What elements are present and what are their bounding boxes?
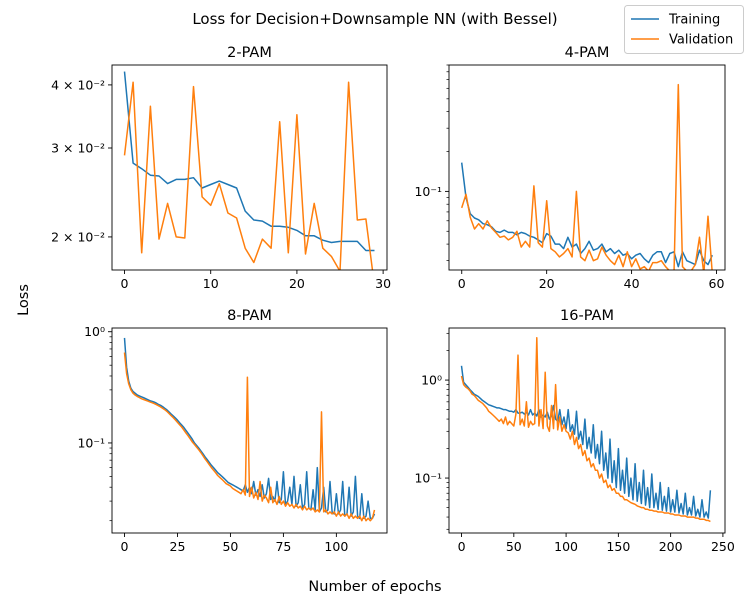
x-tick-label: 40 [624, 276, 640, 291]
x-tick-label: 20 [289, 276, 305, 291]
series-line-validation [123, 352, 376, 522]
axes-frame [448, 64, 726, 271]
series-line-validation [460, 337, 711, 523]
x-tick-label: 50 [506, 539, 522, 554]
x-tick-label: 0 [121, 276, 129, 291]
figure-title: Loss for Decision+Downsample NN (with Be… [192, 10, 557, 28]
y-axis-label: Loss [16, 284, 32, 316]
subplot-title: 8-PAM [227, 308, 272, 324]
subplot-2: 4-PAM 10⁻¹ 0 20 40 60 [414, 45, 726, 291]
x-tick-label: 0 [458, 276, 466, 291]
x-tick-label: 100 [324, 539, 348, 554]
axes-frame [111, 64, 388, 271]
series-line-training [460, 162, 713, 268]
x-tick-label: 20 [539, 276, 555, 291]
subplot-title: 2-PAM [227, 45, 272, 61]
x-tick-label: 60 [709, 276, 725, 291]
x-tick-label: 100 [554, 539, 578, 554]
legend-frame [624, 5, 744, 54]
x-tick-label: 200 [659, 539, 683, 554]
x-tick-label: 75 [275, 539, 291, 554]
subplot-title: 4-PAM [565, 45, 610, 61]
y-tick-label: 10⁰ [84, 324, 105, 339]
y-tick-label: 10⁻¹ [414, 471, 442, 486]
x-tick-label: 250 [711, 539, 735, 554]
x-tick-label: 0 [458, 539, 466, 554]
subplots: 2-PAM 2 × 10⁻² 3 × 10⁻² 4 × 10⁻² 0 10 20 30 4-PA… [51, 45, 735, 554]
series-line-training [460, 365, 712, 519]
series-line-training [123, 71, 375, 252]
legend: Training Validation [624, 5, 744, 54]
y-tick-label: 3 × 10⁻² [51, 140, 105, 155]
series-line-validation [123, 81, 374, 270]
subplot-title: 16-PAM [560, 308, 614, 324]
y-tick-label: 2 × 10⁻² [51, 229, 105, 244]
y-tick-label: 10⁰ [421, 373, 442, 388]
x-tick-label: 150 [606, 539, 630, 554]
y-tick-label: 10⁻¹ [77, 435, 105, 450]
series-line-validation [460, 83, 713, 270]
subplot-3: 8-PAM 10⁻¹ 10⁰ 0 25 50 75 100 [77, 308, 388, 554]
x-tick-label: 0 [121, 539, 129, 554]
x-tick-label: 25 [170, 539, 186, 554]
x-tick-label: 10 [203, 276, 219, 291]
legend-label-training: Training [668, 13, 720, 28]
axes-frame [111, 327, 388, 534]
x-tick-label: 50 [222, 539, 238, 554]
x-tick-label: 30 [375, 276, 391, 291]
subplot-1: 2-PAM 2 × 10⁻² 3 × 10⁻² 4 × 10⁻² 0 10 20 30 [51, 45, 391, 291]
x-axis-label: Number of epochs [308, 579, 441, 595]
subplot-4: 16-PAM 10⁻¹ 10⁰ 0 50 100 150 200 250 [414, 308, 734, 554]
legend-label-validation: Validation [669, 33, 733, 48]
y-tick-label: 4 × 10⁻² [51, 77, 105, 92]
axes-frame [448, 327, 726, 534]
y-tick-label: 10⁻¹ [414, 184, 442, 199]
